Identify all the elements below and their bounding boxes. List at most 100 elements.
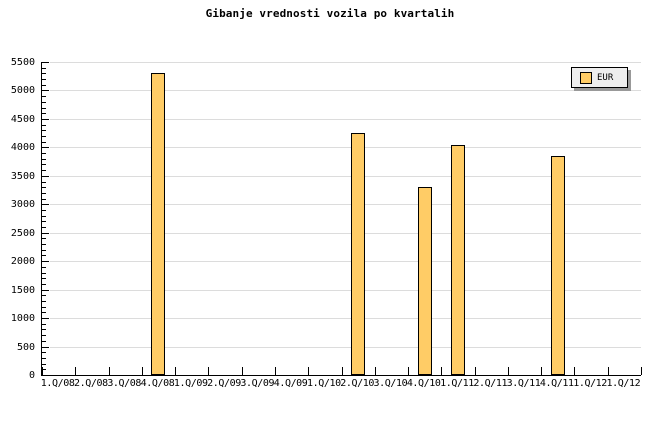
y-minor-tick [42,96,46,98]
y-major-tick [42,232,49,234]
y-axis-label: 1000 [10,313,35,325]
y-minor-tick [42,278,46,280]
y-minor-tick [42,357,46,359]
y-minor-tick [42,164,46,166]
y-major-tick [42,147,49,149]
x-axis-label: 1.Q/12 [606,378,641,389]
y-axis-label: 4500 [10,113,35,125]
x-axis-label: 2.Q/09 [207,378,241,389]
y-minor-tick [42,323,46,325]
x-axis-label: 4.Q/09 [273,378,308,389]
y-major-tick [42,175,49,177]
x-tick [208,367,209,375]
y-minor-tick [42,301,46,303]
y-minor-tick [42,221,46,223]
y-major-tick [42,261,49,263]
x-tick [42,367,43,375]
x-axis-label: 3.Q/10 [373,378,408,389]
x-axis-label: 1.Q/10 [306,378,341,389]
y-axis-label: 4000 [10,142,35,154]
y-minor-tick [42,295,46,297]
gridline [50,147,641,149]
y-major-tick [42,375,49,376]
y-minor-tick [42,255,46,257]
x-axis-label: 1.Q/08 [40,378,75,389]
y-minor-tick [42,79,46,81]
y-minor-tick [42,238,46,240]
y-major-tick [42,118,49,120]
y-minor-tick [42,192,46,194]
y-minor-tick [42,181,46,183]
x-axis-label: 2.Q/10 [340,378,374,389]
bar [351,133,365,375]
x-tick [641,367,642,375]
y-axis-label: 2500 [10,227,35,239]
y-minor-tick [42,312,46,314]
x-axis-label: 3.Q/11 [506,378,541,389]
bar [551,156,565,375]
x-tick [342,367,343,375]
plot-area [41,62,642,376]
bar [451,145,465,375]
x-tick [475,367,476,375]
y-minor-tick [42,306,46,308]
gridline [50,90,641,92]
y-minor-tick [42,67,46,69]
legend: EUR [571,67,628,88]
x-tick [541,367,542,375]
y-axis-label: 5000 [10,85,35,97]
y-minor-tick [42,272,46,274]
y-minor-tick [42,249,46,251]
y-minor-tick [42,135,46,137]
bar [418,187,432,375]
legend-label: EUR [597,72,614,83]
y-axis-label: 500 [16,341,35,353]
y-major-tick [42,318,49,320]
y-minor-tick [42,187,46,189]
y-major-tick [42,62,49,63]
x-tick [109,367,110,375]
gridline [50,204,641,206]
y-axis-label: 3000 [10,199,35,211]
x-axis-label: 1.Q/12 [573,378,607,389]
y-axis-label: 0 [28,370,35,381]
y-major-tick [42,289,49,291]
bar [151,73,165,375]
x-axis-label: 3.Q/08 [107,378,142,389]
y-minor-tick [42,352,46,354]
x-axis-label: 3.Q/09 [240,378,275,389]
y-minor-tick [42,363,46,365]
x-axis-label: 4.Q/11 [539,378,574,389]
gridline [50,175,641,177]
x-axis-label: 2.Q/11 [473,378,508,389]
x-tick [308,367,309,375]
y-minor-tick [42,198,46,200]
y-minor-tick [42,158,46,160]
y-minor-tick [42,124,46,126]
y-minor-tick [42,227,46,229]
y-axis-label: 3500 [10,170,35,182]
chart-title: Gibanje vrednosti vozila po kvartalih [205,7,455,20]
x-tick [275,367,276,375]
x-axis-label: 2.Q/08 [74,378,108,389]
y-axis-label: 1500 [10,284,35,296]
x-axis-label: 1.Q/11 [440,378,474,389]
y-minor-tick [42,107,46,109]
x-tick [375,367,376,375]
y-minor-tick [42,340,46,342]
y-minor-tick [42,73,46,75]
x-axis-label: 4.Q/08 [140,378,175,389]
y-axis-label: 5500 [10,57,35,68]
y-major-tick [42,346,49,348]
gridline [50,62,641,63]
y-minor-tick [42,369,46,371]
x-tick [574,367,575,375]
y-minor-tick [42,141,46,143]
y-major-tick [42,204,49,206]
y-minor-tick [42,153,46,155]
x-tick [75,367,76,375]
y-minor-tick [42,266,46,268]
y-minor-tick [42,209,46,211]
y-axis-label: 2000 [10,256,35,268]
